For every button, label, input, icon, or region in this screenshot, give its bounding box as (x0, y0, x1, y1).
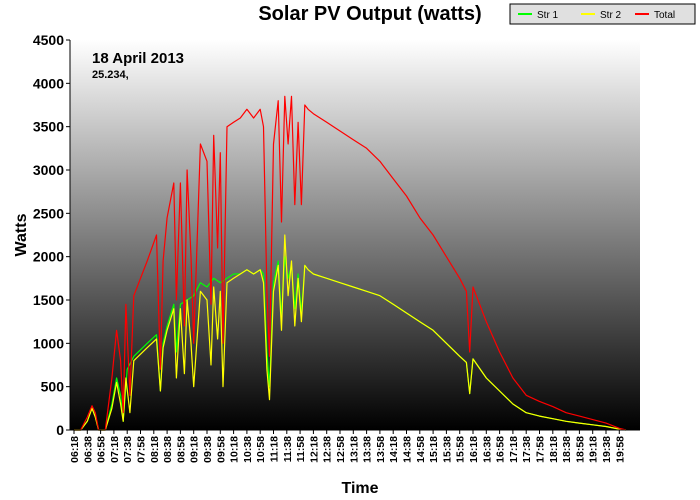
x-tick-label: 16:38 (481, 436, 493, 463)
x-tick-label: 08:18 (149, 436, 161, 463)
x-axis-ticks: 06:18 06:38 06:58 07:18 07:38 07:58 08:18 08:38… (69, 430, 626, 463)
plot-area (70, 40, 640, 430)
legend-label-total: Total (654, 10, 675, 21)
x-tick-label: 10:58 (255, 436, 267, 463)
y-tick-label: 0 (56, 422, 64, 438)
x-tick-label: 13:58 (375, 436, 387, 463)
x-tick-label: 12:38 (322, 436, 334, 463)
series-line-total (74, 95, 627, 431)
y-tick-label: 4500 (33, 32, 64, 48)
x-tick-label: 10:38 (242, 436, 254, 463)
date-label: 18 April 2013 (92, 50, 184, 67)
x-tick-label: 18:38 (561, 436, 573, 463)
x-tick-label: 19:58 (614, 436, 626, 463)
legend-label-str-2: Str 2 (600, 10, 622, 21)
chart-title: Solar PV Output (watts) (258, 3, 481, 25)
y-tick-label: 2000 (33, 249, 64, 265)
y-tick-label: 3000 (33, 162, 64, 178)
series-layer (74, 95, 627, 431)
legend-box (509, 3, 696, 25)
x-tick-label: 07:58 (136, 436, 148, 463)
x-tick-label: 08:38 (162, 436, 174, 463)
series-line-str-2 (74, 234, 627, 431)
x-tick-label: 08:58 (175, 436, 187, 463)
x-tick-label: 15:58 (455, 436, 467, 463)
x-tick-label: 06:38 (82, 436, 94, 463)
x-axis-title: Time (341, 480, 378, 497)
x-tick-label: 19:38 (601, 436, 613, 463)
x-tick-label: 09:58 (215, 436, 227, 463)
x-tick-label: 07:18 (109, 436, 121, 463)
x-tick-label: 16:18 (468, 436, 480, 463)
x-tick-label: 15:18 (428, 436, 440, 463)
x-tick-label: 14:38 (402, 436, 414, 463)
x-tick-label: 13:18 (348, 436, 360, 463)
y-axis-ticks: 0 500 1000 1500 2000 2500 3000 3500 4000 4500 (33, 32, 70, 438)
x-tick-label: 18:58 (574, 436, 586, 463)
x-tick-label: 11:38 (282, 436, 294, 462)
x-tick-label: 12:58 (335, 436, 347, 463)
legend: Str 1 Str 2 Total (509, 3, 696, 25)
x-tick-label: 06:58 (96, 436, 108, 463)
y-tick-label: 1500 (33, 292, 64, 308)
y-tick-label: 3500 (33, 119, 64, 135)
x-tick-label: 09:18 (189, 436, 201, 463)
legend-items: Str 1 Str 2 Total (518, 10, 675, 21)
y-tick-label: 2500 (33, 205, 64, 221)
x-tick-label: 19:18 (588, 436, 600, 463)
x-tick-label: 17:18 (508, 436, 520, 463)
x-tick-label: 13:38 (362, 436, 374, 463)
y-tick-label: 4000 (33, 75, 64, 91)
x-tick-label: 11:18 (269, 436, 281, 462)
y-axis-title: Watts (13, 213, 30, 256)
x-tick-label: 14:58 (415, 436, 427, 463)
x-tick-label: 16:58 (495, 436, 507, 463)
energy-value-label: 25.234, (92, 69, 129, 81)
x-tick-label: 07:38 (122, 436, 134, 463)
x-tick-label: 17:58 (535, 436, 547, 463)
x-tick-label: 12:18 (308, 436, 320, 463)
legend-label-str-1: Str 1 (537, 10, 559, 21)
x-tick-label: 14:18 (388, 436, 400, 463)
x-tick-label: 11:58 (295, 436, 307, 462)
x-tick-label: 17:38 (521, 436, 533, 463)
x-tick-label: 10:18 (229, 436, 241, 463)
x-tick-label: 18:18 (548, 436, 560, 463)
y-tick-label: 1000 (33, 335, 64, 351)
x-tick-label: 06:18 (69, 436, 81, 463)
y-tick-label: 500 (41, 379, 65, 395)
x-tick-label: 09:38 (202, 436, 214, 463)
x-tick-label: 15:38 (441, 436, 453, 463)
